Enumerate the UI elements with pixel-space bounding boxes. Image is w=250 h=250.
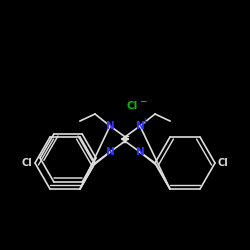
Text: N: N (136, 121, 144, 131)
Text: Cl: Cl (22, 158, 32, 168)
Text: N: N (106, 121, 114, 131)
Text: −: − (139, 96, 147, 106)
Text: Cl: Cl (126, 101, 138, 111)
Text: Cl: Cl (218, 158, 228, 168)
Text: N: N (106, 147, 114, 157)
Text: +: + (141, 116, 147, 126)
Text: N: N (136, 147, 144, 157)
